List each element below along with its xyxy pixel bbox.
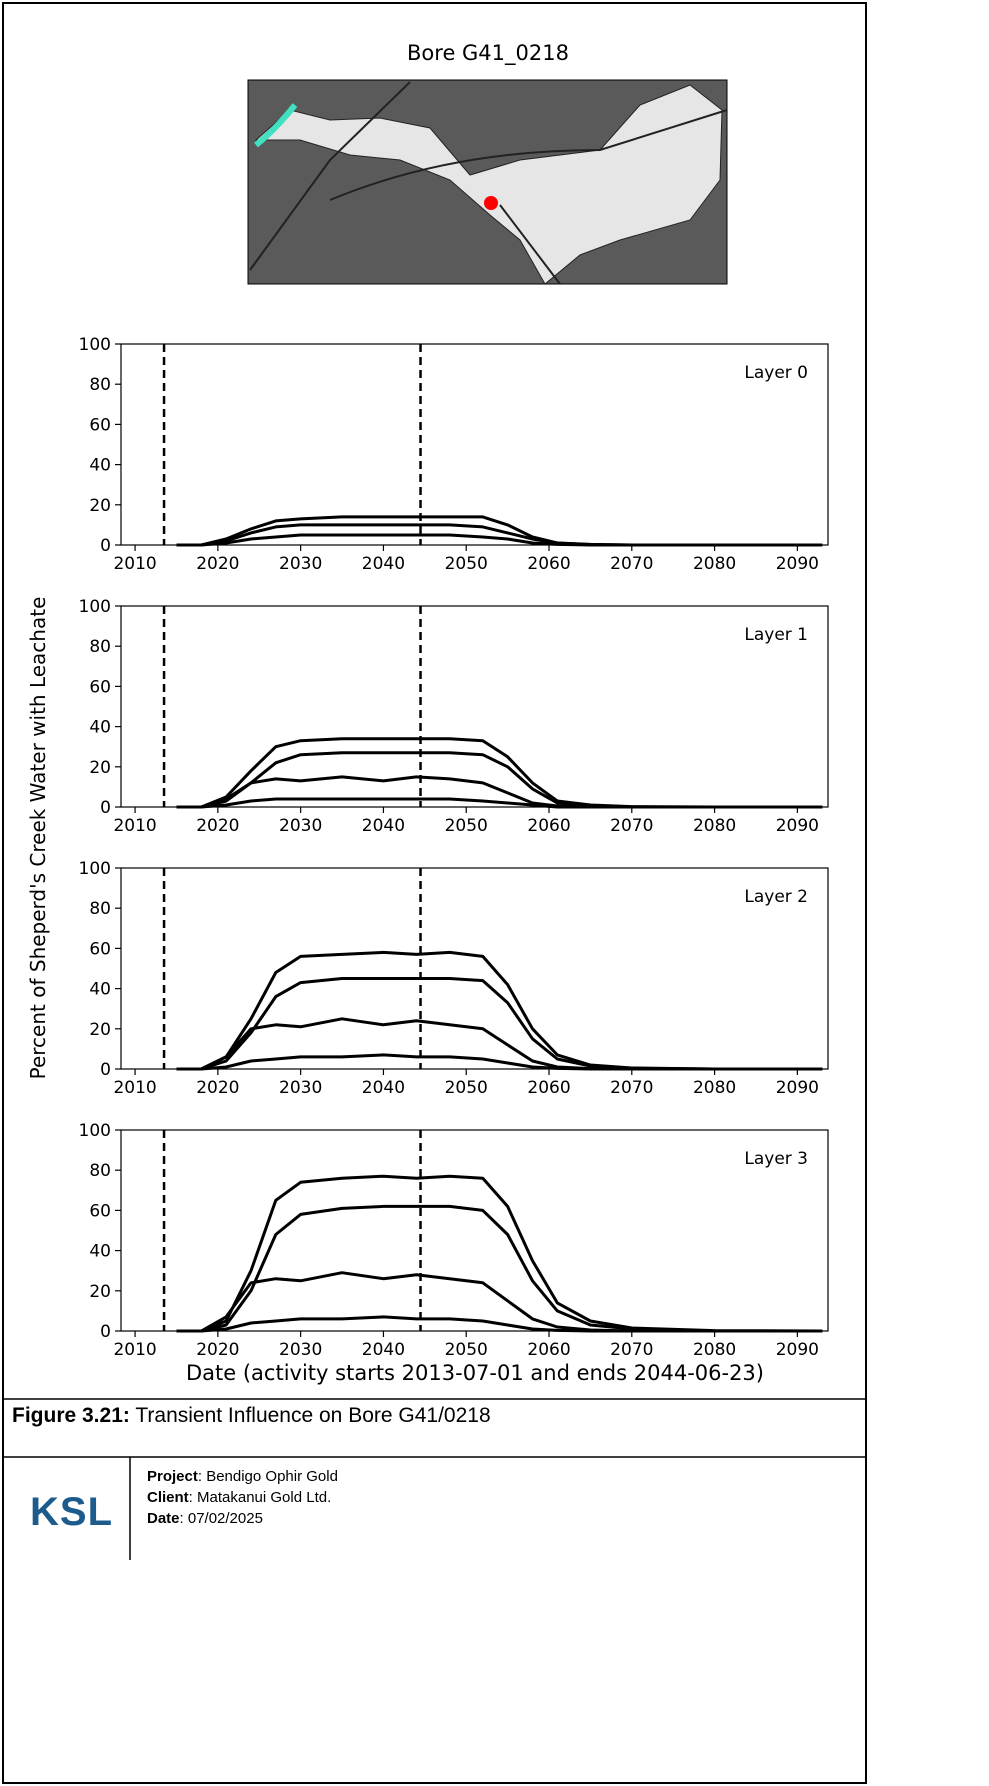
y-tick-label: 20 [89, 1020, 111, 1040]
client: : Matakanui Gold Ltd. [189, 1489, 332, 1506]
x-tick-label: 2030 [279, 1078, 322, 1098]
x-tick-label: 2040 [362, 1340, 405, 1360]
layer-label: Layer 3 [744, 1149, 808, 1169]
map [248, 80, 727, 284]
x-tick-label: 2090 [776, 554, 819, 574]
layer-label: Layer 1 [744, 625, 808, 645]
y-tick-label: 40 [89, 980, 111, 1000]
y-tick-label: 20 [89, 496, 111, 516]
y-tick-label: 0 [100, 1322, 111, 1342]
x-axis-label: Date (activity starts 2013-07-01 and end… [186, 1361, 764, 1385]
page: {"figure": {"title": "Bore G41_0218", "y… [0, 0, 989, 1786]
x-tick-label: 2020 [196, 1340, 239, 1360]
x-tick-label: 2070 [610, 1340, 653, 1360]
y-tick-label: 20 [89, 1282, 111, 1302]
y-tick-label: 60 [89, 1201, 111, 1221]
plot-area [121, 344, 828, 545]
x-tick-label: 2060 [527, 816, 570, 836]
x-tick-label: 2080 [693, 1340, 736, 1360]
x-tick-label: 2030 [279, 816, 322, 836]
x-tick-label: 2040 [362, 1078, 405, 1098]
x-tick-label: 2060 [527, 1340, 570, 1360]
x-tick-label: 2020 [196, 554, 239, 574]
x-tick-label: 2080 [693, 1078, 736, 1098]
x-tick-label: 2010 [113, 1340, 156, 1360]
x-tick-label: 2010 [113, 554, 156, 574]
plot-area [121, 606, 828, 807]
y-tick-label: 100 [79, 1121, 111, 1141]
x-tick-label: 2090 [776, 816, 819, 836]
y-tick-label: 100 [79, 859, 111, 879]
y-tick-label: 40 [89, 718, 111, 738]
project-line: Project: Bendigo Ophir Gold [147, 1466, 338, 1487]
date-label: Date [147, 1510, 180, 1527]
x-tick-label: 2080 [693, 554, 736, 574]
caption-label: Figure 3.21: [12, 1404, 130, 1427]
x-tick-label: 2040 [362, 816, 405, 836]
y-tick-label: 0 [100, 798, 111, 818]
x-tick-label: 2010 [113, 1078, 156, 1098]
y-tick-label: 0 [100, 536, 111, 556]
figure-title: Bore G41_0218 [407, 41, 569, 66]
x-tick-label: 2050 [445, 1078, 488, 1098]
project: : Bendigo Ophir Gold [198, 1468, 338, 1485]
y-axis-label: Percent of Sheperd's Creek Water with Le… [26, 597, 50, 1080]
client-line: Client: Matakanui Gold Ltd. [147, 1487, 338, 1508]
y-tick-label: 80 [89, 375, 111, 395]
y-tick-label: 0 [100, 1060, 111, 1080]
x-tick-label: 2090 [776, 1340, 819, 1360]
plot-area [121, 868, 828, 1069]
y-tick-label: 60 [89, 677, 111, 697]
layer-label: Layer 2 [744, 887, 808, 907]
x-tick-label: 2050 [445, 816, 488, 836]
x-tick-label: 2010 [113, 816, 156, 836]
x-tick-label: 2040 [362, 554, 405, 574]
client-label: Client [147, 1489, 189, 1506]
x-tick-label: 2050 [445, 1340, 488, 1360]
x-tick-label: 2060 [527, 554, 570, 574]
x-tick-label: 2060 [527, 1078, 570, 1098]
y-tick-label: 80 [89, 1161, 111, 1181]
logo: KSL [30, 1490, 113, 1535]
layer-label: Layer 0 [744, 363, 808, 383]
date-line: Date: 07/02/2025 [147, 1508, 338, 1529]
x-tick-label: 2020 [196, 1078, 239, 1098]
y-tick-label: 40 [89, 456, 111, 476]
x-tick-label: 2070 [610, 554, 653, 574]
date: : 07/02/2025 [180, 1510, 263, 1527]
caption: Figure 3.21: Transient Influence on Bore… [12, 1404, 491, 1428]
x-tick-label: 2080 [693, 816, 736, 836]
x-tick-label: 2030 [279, 1340, 322, 1360]
y-tick-label: 60 [89, 415, 111, 435]
y-tick-label: 100 [79, 335, 111, 355]
y-tick-label: 20 [89, 758, 111, 778]
caption-text: Transient Influence on Bore G41/0218 [135, 1404, 490, 1427]
x-tick-label: 2090 [776, 1078, 819, 1098]
y-tick-label: 80 [89, 637, 111, 657]
x-tick-label: 2070 [610, 816, 653, 836]
x-tick-label: 2020 [196, 816, 239, 836]
x-tick-label: 2030 [279, 554, 322, 574]
y-tick-label: 40 [89, 1242, 111, 1262]
y-tick-label: 60 [89, 939, 111, 959]
y-tick-label: 100 [79, 597, 111, 617]
y-tick-label: 80 [89, 899, 111, 919]
plot-area [121, 1130, 828, 1331]
x-tick-label: 2070 [610, 1078, 653, 1098]
x-tick-label: 2050 [445, 554, 488, 574]
footer-meta: Project: Bendigo Ophir Gold Client: Mata… [147, 1466, 338, 1529]
project-label: Project [147, 1468, 198, 1485]
